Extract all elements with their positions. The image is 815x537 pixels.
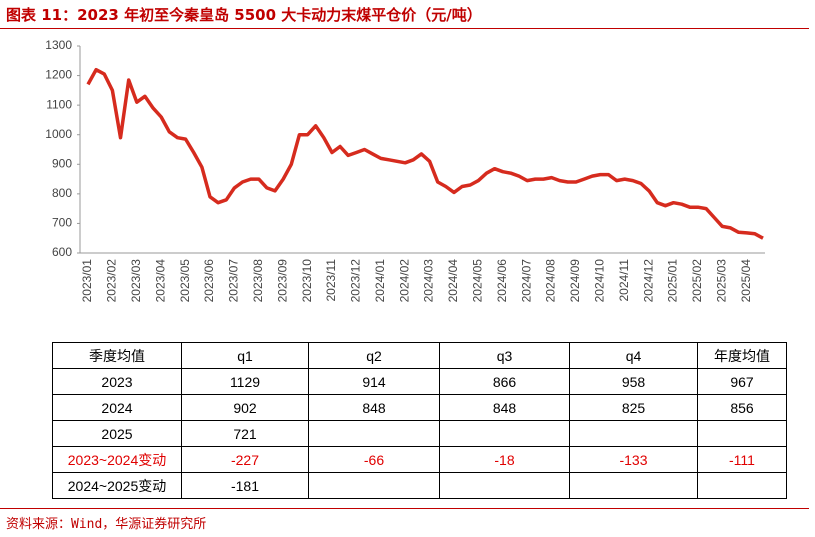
source-rule [0, 508, 809, 509]
table-row: 2023~2024变动 -227 -66 -18 -133 -111 [52, 446, 787, 473]
x-tick-label: 2024/01 [373, 259, 387, 303]
table-cell: -66 [308, 446, 440, 473]
table-cell: 902 [181, 394, 309, 421]
table-cell [439, 420, 570, 447]
source-note: 资料来源：Wind，华源证券研究所 [6, 517, 207, 532]
x-tick-label: 2023/12 [349, 259, 363, 303]
table-cell: 年度均值 [697, 342, 787, 369]
table-cell: 856 [697, 394, 787, 421]
table-cell: 季度均值 [52, 342, 182, 369]
y-tick-label: 1000 [45, 127, 72, 141]
table-cell: 825 [569, 394, 698, 421]
x-tick-label: 2024/11 [617, 259, 631, 302]
table-cell: q2 [308, 342, 440, 369]
x-tick-label: 2023/07 [227, 259, 241, 303]
data-table: 季度均值 q1 q2 q3 q4 年度均值 2023 1129 914 866 958 967 2024… [52, 342, 787, 499]
x-tick-label: 2023/01 [80, 259, 94, 303]
table-row: 2025 721 [52, 420, 787, 447]
y-tick-label: 900 [52, 156, 72, 170]
x-tick-label: 2025/03 [715, 259, 729, 303]
x-tick-label: 2024/10 [593, 259, 607, 303]
table-cell [569, 420, 698, 447]
table-row: 2024 902 848 848 825 856 [52, 394, 787, 421]
table-cell [697, 472, 787, 499]
x-tick-label: 2024/04 [446, 259, 460, 303]
table-cell: -18 [439, 446, 570, 473]
x-tick-label: 2024/08 [544, 259, 558, 303]
table-cell: 2023 [52, 368, 182, 395]
table-cell: q1 [181, 342, 309, 369]
x-tick-label: 2024/12 [641, 259, 655, 303]
x-tick-label: 2025/01 [666, 259, 680, 303]
table-cell: 2023~2024变动 [52, 446, 182, 473]
table-cell [439, 472, 570, 499]
x-tick-label: 2023/10 [300, 259, 314, 303]
table-cell: q3 [439, 342, 570, 369]
table-cell: 721 [181, 420, 309, 447]
x-tick-label: 2024/02 [397, 259, 411, 303]
x-tick-label: 2023/11 [324, 259, 338, 302]
x-tick-label: 2023/05 [178, 259, 192, 303]
y-tick-label: 1100 [46, 97, 72, 111]
price-line [86, 67, 764, 240]
x-tick-label: 2023/08 [251, 259, 265, 303]
table-cell: -181 [181, 472, 309, 499]
x-tick-label: 2023/02 [105, 259, 119, 303]
y-tick-label: 1300 [45, 38, 72, 52]
table-cell: 848 [439, 394, 570, 421]
table-cell: 2025 [52, 420, 182, 447]
table-cell [569, 472, 698, 499]
title-rule [0, 28, 809, 29]
x-tick-label: 2024/03 [422, 259, 436, 303]
x-tick-label: 2023/03 [129, 259, 143, 303]
table-cell: -227 [181, 446, 309, 473]
y-tick-label: 600 [52, 245, 72, 259]
table-cell: 2024 [52, 394, 182, 421]
y-tick-label: 1200 [45, 68, 72, 82]
table-cell: 1129 [181, 368, 309, 395]
table-cell: q4 [569, 342, 698, 369]
x-tick-label: 2023/09 [275, 259, 289, 303]
table-cell [308, 472, 440, 499]
x-tick-label: 2025/02 [690, 259, 704, 303]
table-row: 季度均值 q1 q2 q3 q4 年度均值 [52, 342, 787, 369]
x-tick-label: 2024/06 [495, 259, 509, 303]
x-tick-label: 2024/09 [568, 259, 582, 303]
table-cell [697, 420, 787, 447]
x-tick-label: 2024/05 [471, 259, 485, 303]
x-tick-label: 2023/04 [153, 259, 167, 303]
table-cell: 2024~2025变动 [52, 472, 182, 499]
table-cell: 967 [697, 368, 787, 395]
table-cell: -111 [697, 446, 787, 473]
table-cell: 848 [308, 394, 440, 421]
table-row: 2024~2025变动 -181 [52, 472, 787, 499]
table-row: 2023 1129 914 866 958 967 [52, 368, 787, 395]
table-cell: 958 [569, 368, 698, 395]
table-cell: 866 [439, 368, 570, 395]
y-tick-label: 700 [52, 216, 72, 230]
chart-title: 图表 11：2023 年初至今秦皇岛 5500 大卡动力末煤平仓价（元/吨） [6, 6, 482, 24]
table-cell [308, 420, 440, 447]
chart: 600 700 800 900 1000 1100 1200 1300 2023/01 2023/… [45, 38, 765, 303]
x-tick-label: 2024/07 [519, 259, 533, 303]
table-cell: -133 [569, 446, 698, 473]
x-tick-label: 2023/06 [202, 259, 216, 303]
y-tick-label: 800 [52, 186, 72, 200]
table-cell: 914 [308, 368, 440, 395]
x-tick-label: 2025/04 [739, 259, 753, 303]
